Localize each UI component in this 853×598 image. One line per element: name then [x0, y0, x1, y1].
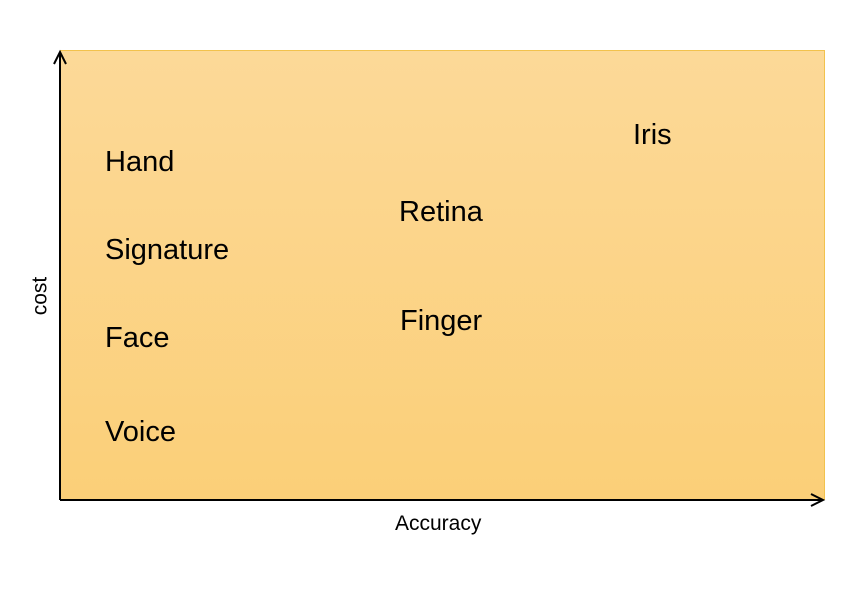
plot-area — [60, 50, 825, 500]
item-voice: Voice — [105, 416, 176, 448]
item-iris: Iris — [633, 119, 672, 151]
y-axis-label: cost — [28, 276, 52, 316]
item-hand: Hand — [105, 146, 175, 178]
item-signature: Signature — [105, 234, 230, 266]
x-axis-label: Accuracy — [395, 512, 482, 535]
item-retina: Retina — [399, 196, 483, 228]
item-face: Face — [105, 322, 170, 354]
item-finger: Finger — [400, 305, 483, 337]
